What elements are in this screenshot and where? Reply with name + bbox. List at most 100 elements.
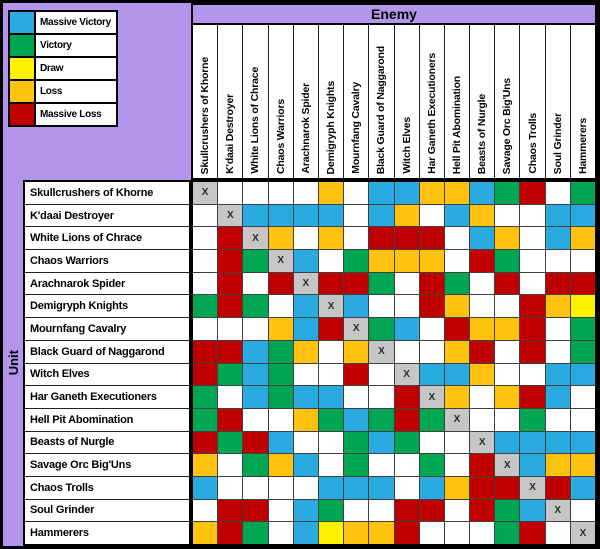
column-header[interactable]: Arachnarok Spider [293,25,318,178]
matrix-cell[interactable] [470,499,495,522]
matrix-cell[interactable] [495,499,520,522]
matrix-cell[interactable] [268,476,293,499]
matrix-cell[interactable] [293,454,318,476]
matrix-cell[interactable] [318,250,344,272]
matrix-cell[interactable] [394,522,419,544]
matrix-cell[interactable] [318,522,344,544]
matrix-cell[interactable] [570,182,595,204]
column-header[interactable]: Demigryph Knights [318,25,344,178]
matrix-cell[interactable] [394,499,419,522]
matrix-cell[interactable] [243,363,268,386]
column-header[interactable]: Witch Elves [394,25,419,178]
matrix-cell[interactable] [394,408,419,431]
matrix-cell[interactable] [570,227,595,250]
matrix-cell[interactable] [268,340,293,363]
column-header[interactable]: Beasts of Nurgle [470,25,495,178]
matrix-cell[interactable] [243,182,268,204]
matrix-cell[interactable] [369,318,394,340]
matrix-cell[interactable] [495,204,520,227]
matrix-cell[interactable] [394,204,419,227]
matrix-cell[interactable] [268,318,293,340]
matrix-cell[interactable] [243,454,268,476]
row-label[interactable]: Chaos Trolls [25,476,189,499]
matrix-cell[interactable] [344,522,369,544]
matrix-cell[interactable] [495,295,520,318]
matrix-cell[interactable] [218,340,243,363]
matrix-cell[interactable] [570,272,595,295]
matrix-cell[interactable] [243,272,268,295]
matrix-cell-diagonal[interactable]: X [268,250,293,272]
matrix-cell[interactable] [243,204,268,227]
matrix-cell[interactable] [344,454,369,476]
matrix-cell[interactable] [369,431,394,454]
matrix-cell[interactable] [369,363,394,386]
column-header[interactable]: Skullcrushers of Khorne [193,25,218,178]
matrix-cell[interactable] [268,499,293,522]
matrix-cell[interactable] [293,522,318,544]
matrix-cell[interactable] [193,340,218,363]
matrix-cell[interactable] [470,522,495,544]
matrix-cell[interactable] [470,408,495,431]
matrix-cell[interactable] [520,522,545,544]
matrix-cell[interactable] [520,227,545,250]
matrix-cell[interactable] [444,227,470,250]
matrix-cell[interactable] [419,227,444,250]
matrix-cell[interactable] [218,318,243,340]
row-label[interactable]: Skullcrushers of Khorne [25,182,189,204]
matrix-cell[interactable] [520,431,545,454]
matrix-cell[interactable] [520,499,545,522]
matrix-cell[interactable] [344,431,369,454]
matrix-cell[interactable] [470,454,495,476]
matrix-cell[interactable] [293,227,318,250]
matrix-cell[interactable] [444,182,470,204]
matrix-cell[interactable] [293,476,318,499]
matrix-cell[interactable] [545,408,570,431]
matrix-cell[interactable] [369,386,394,408]
matrix-cell[interactable] [419,340,444,363]
matrix-cell[interactable] [470,340,495,363]
matrix-cell[interactable] [318,340,344,363]
matrix-cell[interactable] [419,476,444,499]
matrix-cell[interactable] [344,250,369,272]
matrix-cell[interactable] [344,363,369,386]
matrix-cell[interactable] [193,318,218,340]
matrix-cell[interactable] [394,227,419,250]
matrix-cell[interactable] [495,431,520,454]
matrix-cell[interactable] [268,454,293,476]
matrix-cell[interactable] [218,386,243,408]
matrix-cell[interactable] [470,272,495,295]
matrix-cell[interactable] [394,340,419,363]
matrix-cell[interactable] [444,295,470,318]
row-label[interactable]: White Lions of Chrace [25,227,189,250]
matrix-cell[interactable] [419,250,444,272]
matrix-cell-diagonal[interactable]: X [369,340,394,363]
matrix-cell[interactable] [419,499,444,522]
matrix-cell-diagonal[interactable]: X [193,182,218,204]
matrix-cell-diagonal[interactable]: X [470,431,495,454]
matrix-cell[interactable] [470,318,495,340]
matrix-cell[interactable] [344,204,369,227]
matrix-cell[interactable] [545,182,570,204]
matrix-cell[interactable] [243,522,268,544]
matrix-cell[interactable] [318,408,344,431]
matrix-cell[interactable] [520,454,545,476]
column-header[interactable]: Hell Pit Abomination [444,25,470,178]
matrix-cell[interactable] [394,318,419,340]
matrix-cell[interactable] [570,454,595,476]
row-label[interactable]: Hell Pit Abomination [25,408,189,431]
matrix-cell[interactable] [268,182,293,204]
row-label[interactable]: Arachnarok Spider [25,272,189,295]
matrix-cell[interactable] [470,204,495,227]
row-label[interactable]: Black Guard of Naggarond [25,340,189,363]
matrix-cell[interactable] [344,227,369,250]
matrix-cell[interactable] [470,476,495,499]
matrix-cell[interactable] [444,476,470,499]
matrix-cell[interactable] [419,454,444,476]
matrix-cell[interactable] [193,454,218,476]
matrix-cell[interactable] [495,340,520,363]
matrix-cell[interactable] [369,182,394,204]
matrix-cell[interactable] [243,340,268,363]
matrix-cell[interactable] [193,272,218,295]
matrix-cell[interactable] [470,182,495,204]
matrix-cell[interactable] [318,431,344,454]
